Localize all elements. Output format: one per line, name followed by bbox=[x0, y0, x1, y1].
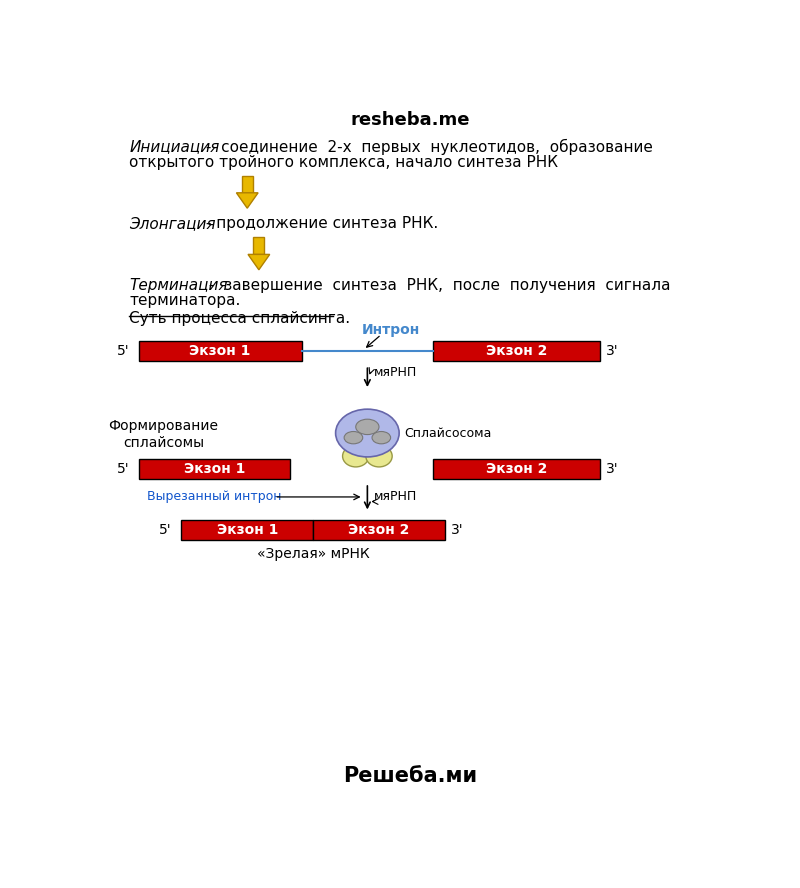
Text: Элонгация: Элонгация bbox=[130, 216, 216, 231]
Text: Экзон 1: Экзон 1 bbox=[190, 345, 251, 359]
FancyBboxPatch shape bbox=[434, 459, 600, 480]
Ellipse shape bbox=[336, 409, 399, 457]
Text: 3': 3' bbox=[451, 523, 464, 537]
Text: открытого тройного комплекса, начало синтеза РНК: открытого тройного комплекса, начало син… bbox=[130, 155, 558, 170]
Text: Решеба.ми: Решеба.ми bbox=[343, 766, 477, 787]
Text: терминатора.: терминатора. bbox=[130, 293, 241, 308]
Polygon shape bbox=[242, 176, 253, 193]
FancyBboxPatch shape bbox=[313, 520, 445, 540]
Ellipse shape bbox=[356, 419, 379, 434]
Text: -  завершение  синтеза  РНК,  после  получения  сигнала: - завершение синтеза РНК, после получени… bbox=[204, 278, 670, 293]
Text: 3': 3' bbox=[606, 463, 618, 476]
Text: 5': 5' bbox=[158, 523, 171, 537]
FancyBboxPatch shape bbox=[182, 520, 313, 540]
FancyBboxPatch shape bbox=[434, 341, 600, 361]
Text: Сплайсосома: Сплайсосома bbox=[405, 426, 492, 440]
Text: Экзон 1: Экзон 1 bbox=[217, 523, 278, 537]
Text: мяРНП: мяРНП bbox=[374, 367, 417, 379]
Text: Терминация: Терминация bbox=[130, 278, 228, 293]
Text: Экзон 1: Экзон 1 bbox=[184, 463, 245, 476]
Ellipse shape bbox=[344, 432, 362, 444]
FancyBboxPatch shape bbox=[138, 459, 290, 480]
Text: Суть процесса сплайсинга.: Суть процесса сплайсинга. bbox=[130, 311, 350, 326]
Text: Формирование
сплайсомы: Формирование сплайсомы bbox=[109, 419, 218, 449]
Text: Интрон: Интрон bbox=[362, 323, 420, 337]
Polygon shape bbox=[254, 237, 264, 254]
Text: Экзон 2: Экзон 2 bbox=[348, 523, 410, 537]
Text: Инициация: Инициация bbox=[130, 139, 220, 155]
Text: - продолжение синтеза РНК.: - продолжение синтеза РНК. bbox=[201, 216, 438, 231]
Text: Вырезанный интрон: Вырезанный интрон bbox=[147, 490, 282, 503]
Ellipse shape bbox=[372, 432, 390, 444]
Text: resheba.me: resheba.me bbox=[350, 111, 470, 130]
Text: 3': 3' bbox=[606, 345, 618, 359]
Text: Экзон 2: Экзон 2 bbox=[486, 345, 547, 359]
Ellipse shape bbox=[366, 446, 392, 467]
Text: 5': 5' bbox=[117, 463, 130, 476]
FancyBboxPatch shape bbox=[138, 341, 302, 361]
Polygon shape bbox=[237, 193, 258, 208]
Ellipse shape bbox=[342, 446, 369, 467]
Text: мяРНП: мяРНП bbox=[374, 490, 417, 503]
Text: «Зрелая» мРНК: «Зрелая» мРНК bbox=[257, 547, 370, 561]
Text: 5': 5' bbox=[117, 345, 130, 359]
Text: -  соединение  2-х  первых  нуклеотидов,  образование: - соединение 2-х первых нуклеотидов, обр… bbox=[201, 139, 653, 155]
Polygon shape bbox=[248, 254, 270, 270]
Text: Экзон 2: Экзон 2 bbox=[486, 463, 547, 476]
